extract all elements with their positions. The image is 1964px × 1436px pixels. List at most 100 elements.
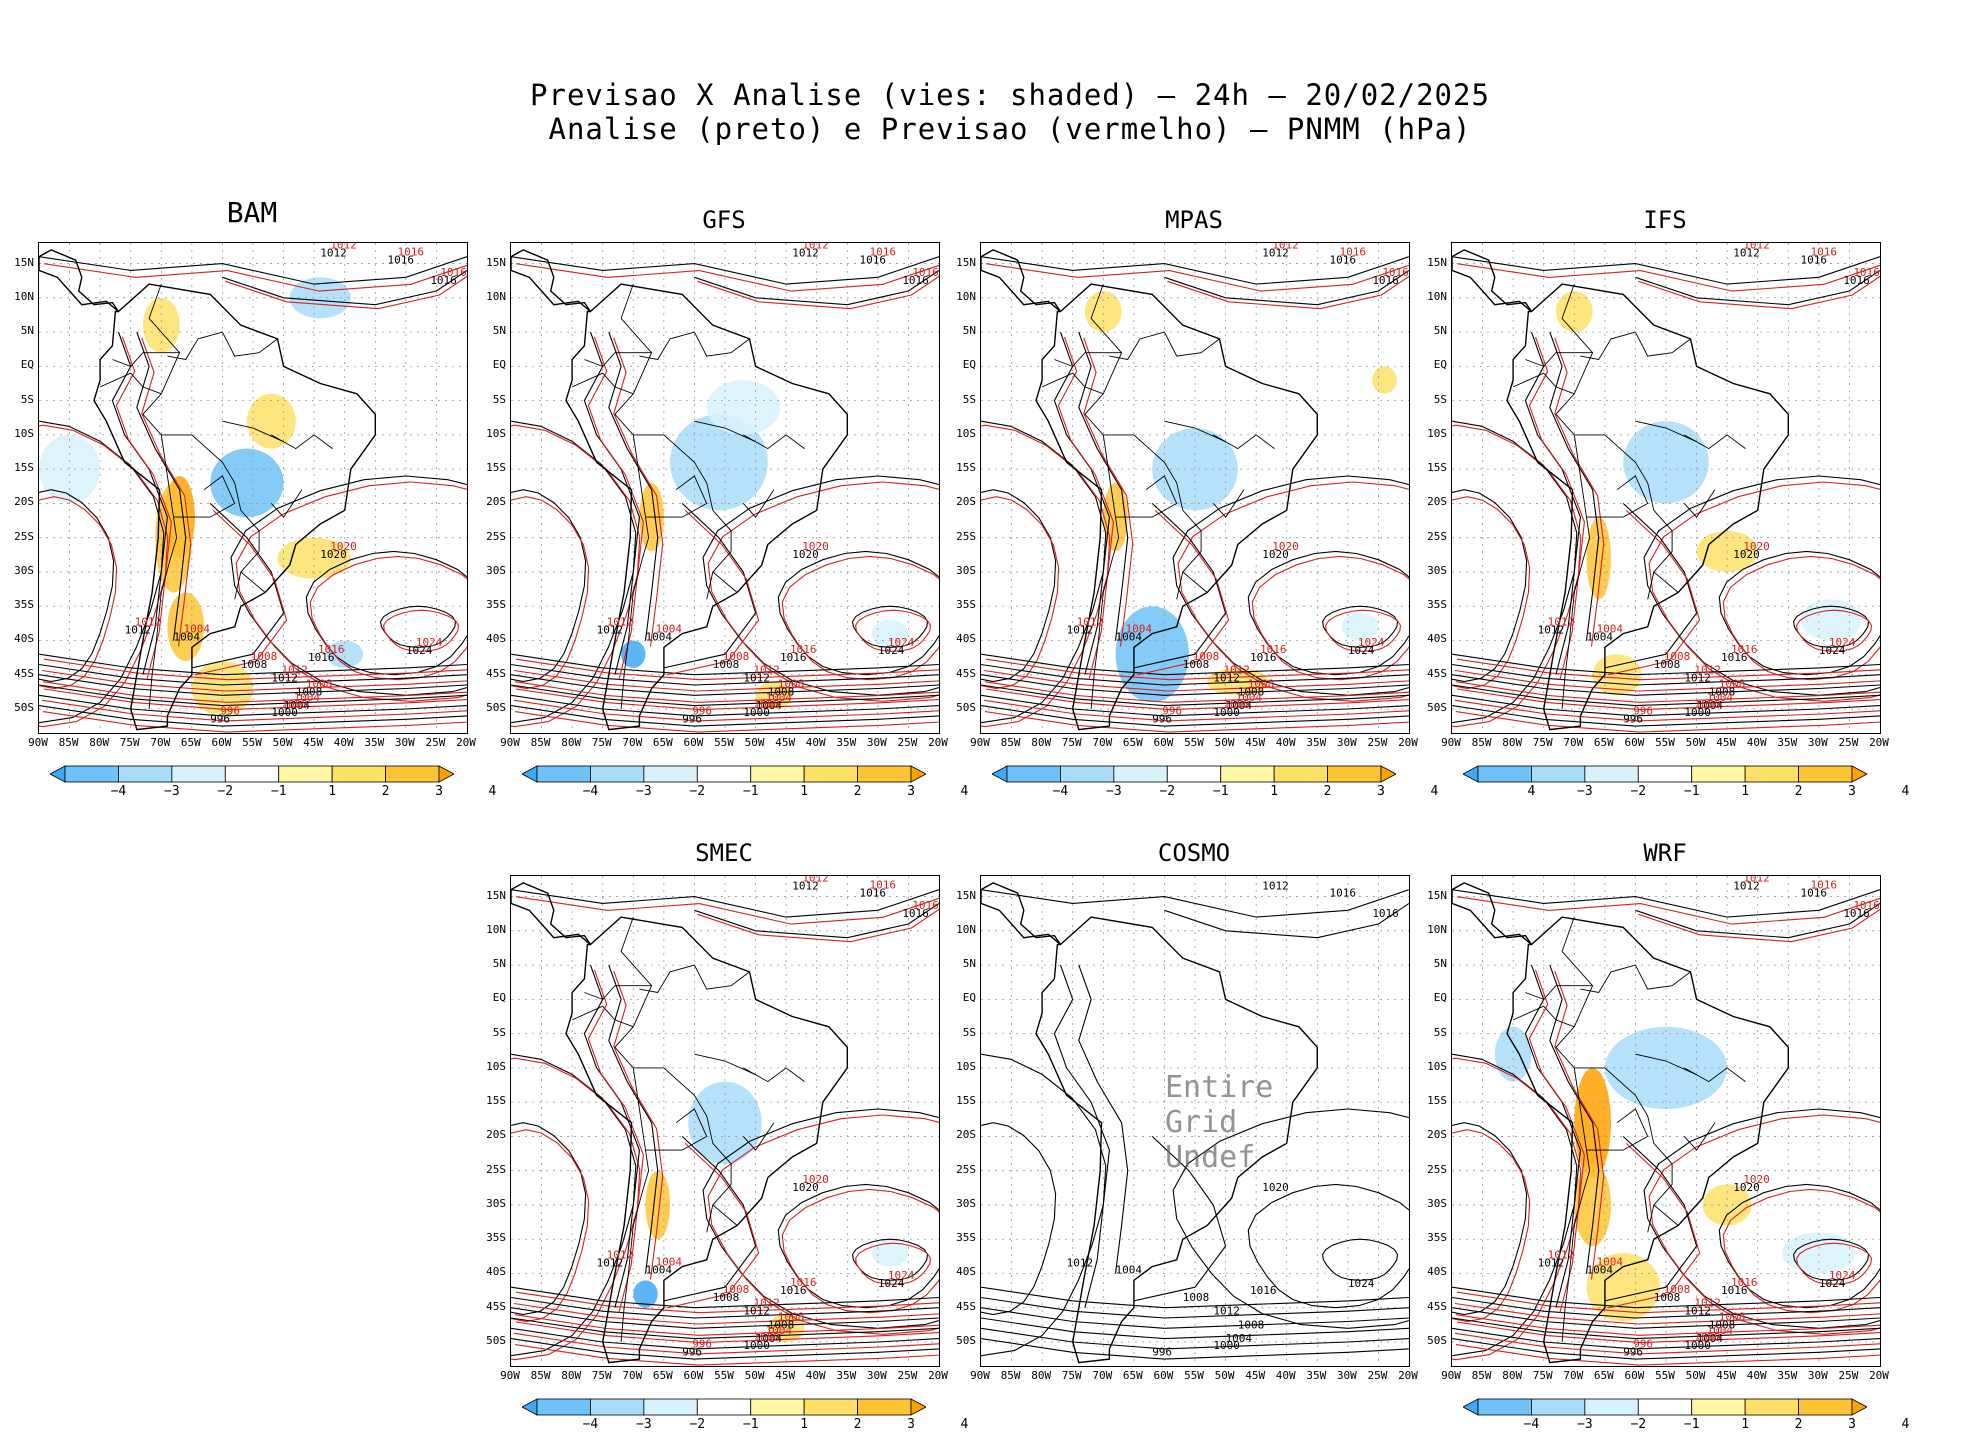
- forecast-isobar: [666, 1142, 760, 1309]
- lon-tick-label: 60W: [1153, 1369, 1174, 1382]
- analysis-isobar: [852, 605, 929, 648]
- lat-tick-label: 20S: [486, 495, 506, 509]
- isobar-label: 1016: [780, 1284, 807, 1297]
- colorbar-tick-label: −2: [217, 784, 234, 799]
- lat-tick-label: 15S: [486, 461, 506, 475]
- forecast-isobar: [41, 669, 467, 692]
- isobar-label: 1016: [1372, 274, 1399, 287]
- colorbar-tick-label: 2: [381, 784, 390, 799]
- lat-tick-label: 15N: [486, 255, 506, 269]
- bias-shade: [669, 414, 768, 511]
- country-border: [1145, 475, 1178, 504]
- colorbar-tick-label: −2: [1159, 784, 1176, 799]
- map-canvas-wrf: 1012101210161016101610161012101210081008…: [1452, 876, 1880, 1366]
- forecast-isobar: [981, 424, 1111, 728]
- country-border: [270, 489, 303, 518]
- isobar-label-forecast: 1016: [440, 266, 467, 279]
- isobar-label: 1000: [271, 706, 298, 719]
- lon-tick-label: 75W: [591, 736, 612, 749]
- isobar-label-forecast: 1000: [1223, 698, 1249, 711]
- coastline: [1452, 249, 1533, 313]
- lat-tick-label: 45S: [14, 666, 34, 680]
- country-border: [1647, 571, 1655, 600]
- lon-tick-label: 25W: [897, 1369, 918, 1382]
- isobar-label-forecast: 1004: [1597, 1255, 1624, 1268]
- analysis-isobar: [511, 1307, 939, 1329]
- forecast-isobar: [985, 688, 1409, 711]
- map-canvas-bam: 1012101210161016101610161012101210081008…: [39, 243, 467, 733]
- forecast-isobar: [1454, 699, 1880, 722]
- lon-tick-label: 60W: [1624, 736, 1645, 749]
- isobar-label-forecast: 1012: [607, 1249, 634, 1262]
- forecast-isobar: [235, 481, 467, 702]
- lat-tick-label: 15S: [1427, 1094, 1447, 1108]
- forecast-isobar: [1528, 969, 1585, 1313]
- colorbar-tick-label: −3: [1577, 1417, 1593, 1432]
- lon-tick-label: 55W: [714, 1369, 734, 1382]
- country-border: [584, 985, 652, 1000]
- isobar-label: 1004: [1116, 1263, 1143, 1276]
- forecast-isobar: [1528, 336, 1585, 680]
- colorbar-bin: [536, 1398, 591, 1416]
- analysis-isobar: [1172, 1108, 1409, 1329]
- colorbar-bin: [1584, 765, 1639, 783]
- isobar-label-forecast: 1012: [281, 664, 308, 677]
- country-border: [1635, 1053, 1697, 1076]
- isobar-label: 1016: [1330, 887, 1357, 900]
- lon-tick-label: 70W: [622, 1369, 643, 1382]
- bias-shade: [246, 393, 296, 449]
- analysis-isobar: [39, 489, 115, 683]
- forecast-isobar: [697, 908, 939, 943]
- analysis-isobar: [981, 694, 1409, 717]
- lat-tick-label: 5S: [962, 1025, 976, 1039]
- forecast-isobar: [1177, 481, 1409, 702]
- country-border: [1176, 571, 1184, 600]
- lat-tick-label: 15N: [486, 888, 506, 902]
- forecast-isobar: [511, 1129, 590, 1323]
- forecast-isobar: [707, 1114, 939, 1335]
- isobar-label: 1004: [646, 1263, 673, 1276]
- isobar-label: 1008: [1238, 685, 1265, 698]
- colorbar-tick-label: 4: [1901, 784, 1910, 799]
- analysis-isobar: [511, 420, 637, 724]
- lon-tick-label: 35W: [364, 736, 385, 749]
- map-canvas-ifs: 1012101210161016101610161012101210081008…: [1452, 243, 1880, 733]
- lon-tick-label: 65W: [1593, 1369, 1614, 1382]
- lon-tick-label: 50W: [744, 1369, 765, 1382]
- isobar-label-forecast: 996: [1633, 1338, 1653, 1351]
- country-border: [1084, 283, 1123, 710]
- colorbar-tick-label: 1: [800, 1417, 809, 1432]
- lat-tick-label: 45S: [486, 666, 506, 680]
- lon-tick-label: 55W: [714, 736, 734, 749]
- bias-shade: [1372, 366, 1397, 394]
- lat-tick-label: 10S: [956, 426, 976, 440]
- analysis-isobar: [1452, 1307, 1880, 1329]
- colorbar-bin: [1273, 765, 1328, 783]
- isobar-label-forecast: 1000: [753, 1331, 780, 1344]
- coastline: [1452, 882, 1533, 946]
- lat-tick-label: 35S: [14, 598, 34, 612]
- isobar-label: 1012: [271, 672, 298, 685]
- lat-tick-label: 20S: [956, 495, 976, 509]
- analysis-isobar: [511, 1338, 939, 1360]
- lat-tick-label: EQ: [1433, 991, 1447, 1005]
- lat-tick-label: 10N: [14, 289, 34, 303]
- coastline: [981, 882, 1062, 946]
- lon-tick-label: 90W: [1441, 1369, 1461, 1382]
- isobar-label: 1004: [1116, 630, 1143, 643]
- lat-tick-label: 35S: [956, 1231, 976, 1245]
- isobar-label: 1012: [1684, 672, 1710, 685]
- isobar-label: 1012: [1684, 1305, 1710, 1318]
- forecast-isobar: [1456, 263, 1880, 292]
- colorbar-tick-label: 4: [488, 784, 497, 799]
- forecast-isobar: [1452, 1129, 1531, 1323]
- figure-title: Previsao X Analise (vies: shaded) — 24h …: [0, 78, 1964, 146]
- panel-title-cosmo: COSMO: [1157, 839, 1231, 867]
- analysis-isobar: [1604, 502, 1698, 669]
- analysis-isobar: [702, 1108, 939, 1329]
- lat-tick-label: 5N: [962, 324, 976, 338]
- analysis-isobar: [39, 256, 467, 285]
- colorbar-bin: [1327, 765, 1382, 783]
- lon-tick-label: 65W: [652, 1369, 673, 1382]
- forecast-isobar: [1796, 1242, 1873, 1285]
